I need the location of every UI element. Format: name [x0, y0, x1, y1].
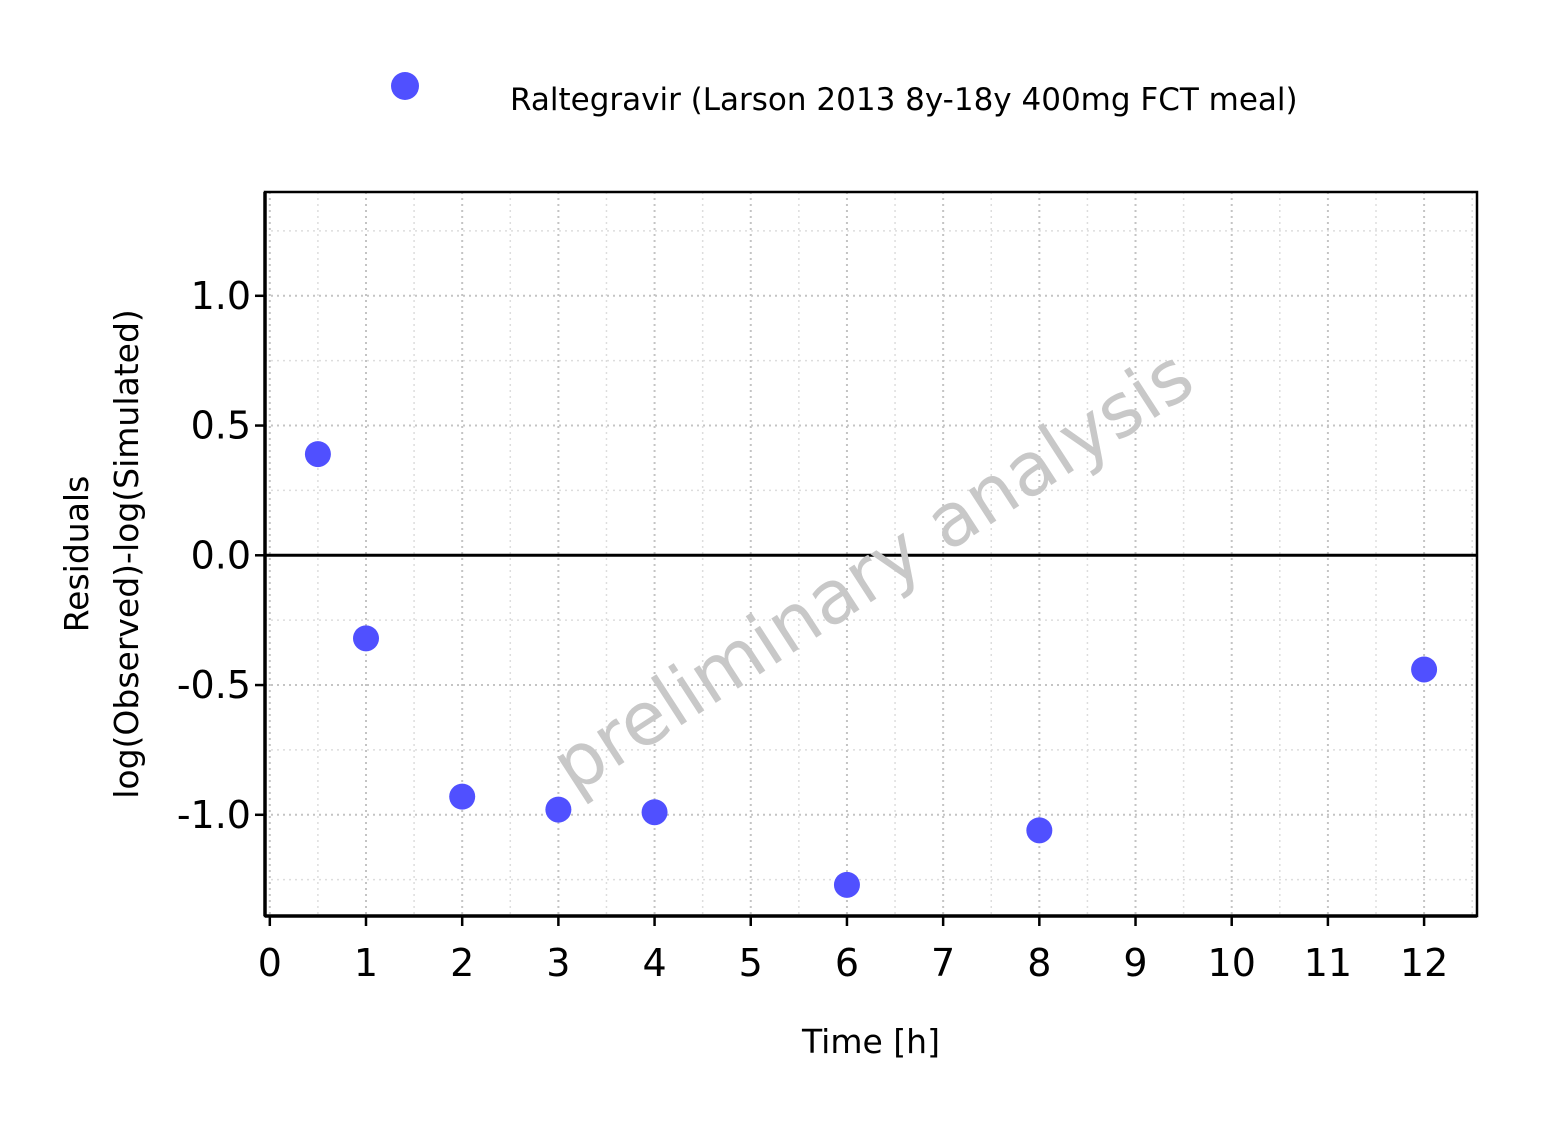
x-axis: 0 1 2 3 4 5 6 7 8 9 10 11 12 [258, 916, 1448, 985]
y-tick-label: 0.5 [191, 404, 251, 448]
x-axis-title: Time [h] [801, 1022, 940, 1061]
y-axis-title: Residuals log(Observed)-log(Simulated) [57, 309, 146, 799]
y-tick-label: 0.0 [191, 533, 251, 577]
data-point [641, 799, 668, 826]
x-tick-label: 3 [546, 941, 570, 985]
data-point [1026, 817, 1053, 844]
x-tick-label: 7 [931, 941, 955, 985]
data-point [449, 783, 476, 810]
y-axis-title-line1: Residuals [57, 476, 96, 633]
x-tick-label: 6 [835, 941, 859, 985]
data-point [304, 441, 331, 468]
x-tick-label: 0 [258, 941, 282, 985]
data-point [1411, 656, 1438, 683]
x-tick-label: 2 [450, 941, 474, 985]
plot-frame [263, 190, 1479, 918]
y-axis: -1.0 -0.5 0.0 0.5 1.0 [177, 274, 265, 837]
x-tick-label: 8 [1027, 941, 1051, 985]
x-tick-label: 4 [642, 941, 666, 985]
x-tick-label: 11 [1304, 941, 1352, 985]
y-axis-title-line2: log(Observed)-log(Simulated) [107, 309, 146, 799]
x-tick-label: 5 [739, 941, 763, 985]
x-tick-label: 12 [1400, 941, 1448, 985]
x-tick-label: 9 [1123, 941, 1147, 985]
y-tick-label: -1.0 [177, 793, 251, 837]
watermark: preliminary analysis [537, 332, 1208, 810]
data-point [833, 871, 860, 898]
legend-marker [391, 72, 419, 100]
data-point [545, 796, 572, 823]
y-tick-label: -0.5 [177, 663, 251, 707]
legend: Raltegravir (Larson 2013 8y-18y 400mg FC… [391, 72, 1298, 118]
y-tick-label: 1.0 [191, 274, 251, 318]
legend-label: Raltegravir (Larson 2013 8y-18y 400mg FC… [510, 82, 1298, 118]
data-point [353, 625, 379, 652]
x-tick-label: 1 [354, 941, 378, 985]
x-tick-label: 10 [1208, 941, 1256, 985]
